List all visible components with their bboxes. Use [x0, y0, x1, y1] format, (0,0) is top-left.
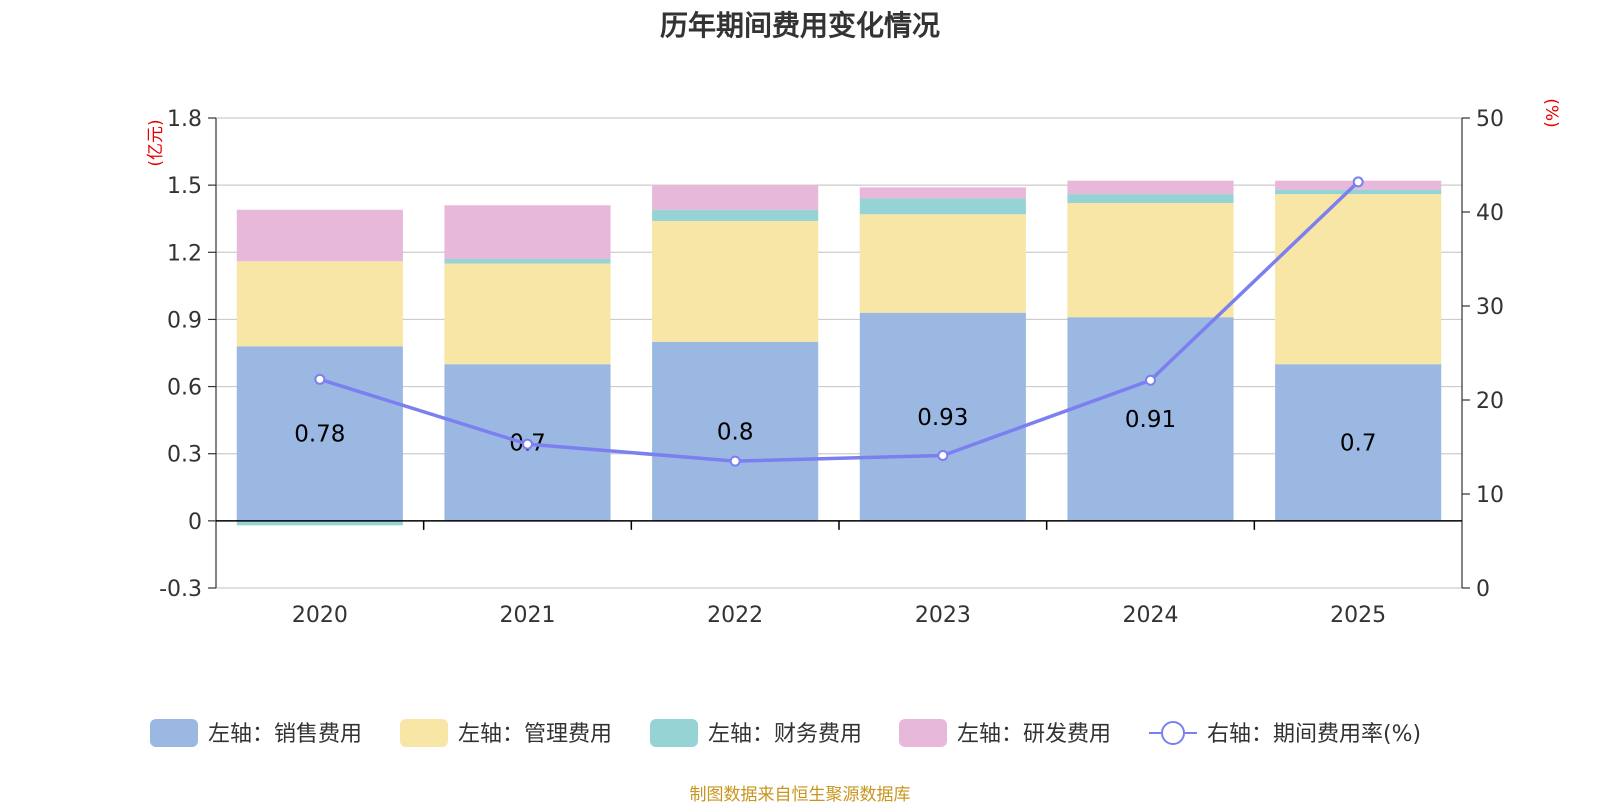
- x-axis-label-2023: 2023: [915, 603, 971, 628]
- bar-销售费用-2022: [652, 341, 819, 521]
- left-axis-unit: (亿元): [146, 119, 166, 166]
- right-axis-tick-label: 20: [1476, 389, 1504, 414]
- bar-管理费用-2022: [652, 220, 819, 342]
- right-axis-unit: (%): [1541, 98, 1561, 127]
- legend-label-研发费用: 左轴：研发费用: [957, 722, 1111, 747]
- rate-point-2022: [729, 455, 741, 467]
- data-label-2020: 0.78: [294, 422, 345, 448]
- bar-研发费用-2023: [859, 187, 1026, 199]
- legend-swatch-研发费用: [899, 719, 947, 747]
- legend-label-销售费用: 左轴：销售费用: [208, 722, 362, 747]
- bar-销售费用-2025: [1275, 364, 1442, 521]
- left-axis-tick-label: 1.8: [167, 107, 202, 132]
- bar-管理费用-2025: [1275, 194, 1442, 365]
- x-axis-label-2025: 2025: [1330, 603, 1386, 628]
- bar-销售费用-2024: [1067, 317, 1234, 521]
- x-axis-label-2024: 2024: [1123, 603, 1179, 628]
- right-axis-tick-label: 0: [1476, 577, 1490, 602]
- bar-财务费用-2022: [652, 209, 819, 221]
- rate-point-2024: [1145, 374, 1156, 386]
- bar-财务费用-2025: [1275, 189, 1442, 195]
- legend-line-marker: [1161, 721, 1185, 745]
- data-label-2022: 0.8: [717, 419, 754, 445]
- x-axis-label-2020: 2020: [292, 603, 348, 628]
- left-axis-tick-label: 1.5: [167, 174, 202, 199]
- bar-财务费用-2023: [859, 198, 1026, 215]
- rate-point-2025: [1352, 176, 1364, 188]
- data-label-2023: 0.93: [917, 405, 968, 431]
- x-axis-label-2022: 2022: [707, 603, 763, 628]
- rate-point-2020: [314, 373, 326, 385]
- bar-labels: 0.780.70.80.930.910.7: [294, 405, 1376, 457]
- bar-研发费用-2021: [444, 205, 611, 259]
- left-axis-tick-label: -0.3: [159, 577, 202, 602]
- rate-line: [314, 176, 1364, 467]
- legend-label-期间费用率: 右轴：期间费用率(%): [1207, 722, 1421, 747]
- chart-title: 历年期间费用变化情况: [659, 9, 940, 42]
- right-axis-tick-label: 50: [1476, 107, 1504, 132]
- bar-财务费用-2024: [1067, 194, 1234, 204]
- right-axis-tick-label: 10: [1476, 483, 1504, 508]
- legend-label-财务费用: 左轴：财务费用: [708, 722, 862, 747]
- bar-销售费用-2023: [859, 312, 1026, 521]
- legend-swatch-财务费用: [650, 719, 698, 747]
- rate-point-2021: [522, 438, 533, 450]
- bar-研发费用-2022: [652, 185, 819, 210]
- data-label-2024: 0.91: [1125, 407, 1176, 433]
- left-axis-tick-label: 0: [188, 510, 202, 535]
- rate-line-path: [319, 180, 1360, 463]
- bar-研发费用-2024: [1067, 180, 1234, 195]
- left-axis-tick-label: 1.2: [167, 241, 202, 266]
- left-axis-tick-label: 0.6: [167, 376, 202, 401]
- left-axis-tick-label: 0.3: [167, 443, 202, 468]
- bar-series: [236, 180, 1442, 526]
- legend: 左轴：销售费用 左轴：管理费用 左轴：财务费用 左轴：研发费用 右轴：期间费用率(%): [150, 719, 1421, 747]
- bar-财务费用-2020: [236, 520, 403, 526]
- bar-管理费用-2021: [444, 263, 611, 365]
- bar-研发费用-2020: [236, 209, 403, 262]
- data-label-2025: 0.7: [1340, 431, 1377, 457]
- bar-财务费用-2021: [444, 259, 611, 264]
- rate-point-2023: [937, 449, 949, 461]
- legend-label-管理费用: 左轴：管理费用: [458, 722, 612, 747]
- right-axis-tick-label: 30: [1476, 295, 1504, 320]
- bar-管理费用-2024: [1067, 203, 1234, 318]
- legend-swatch-销售费用: [150, 719, 198, 747]
- right-axis-tick-label: 40: [1476, 201, 1504, 226]
- bar-管理费用-2023: [859, 214, 1026, 313]
- axes: -0.3 0 0.3 0.6 0.9 1.2 1.5 1.8 0 10 20 30 40 50 (亿元) (%…: [146, 98, 1561, 628]
- x-axis-label-2021: 2021: [500, 603, 556, 628]
- legend-swatch-管理费用: [400, 719, 448, 747]
- left-axis-tick-label: 0.9: [167, 308, 202, 333]
- source-note: 制图数据来自恒生聚源数据库: [689, 785, 911, 805]
- bar-管理费用-2020: [236, 261, 403, 347]
